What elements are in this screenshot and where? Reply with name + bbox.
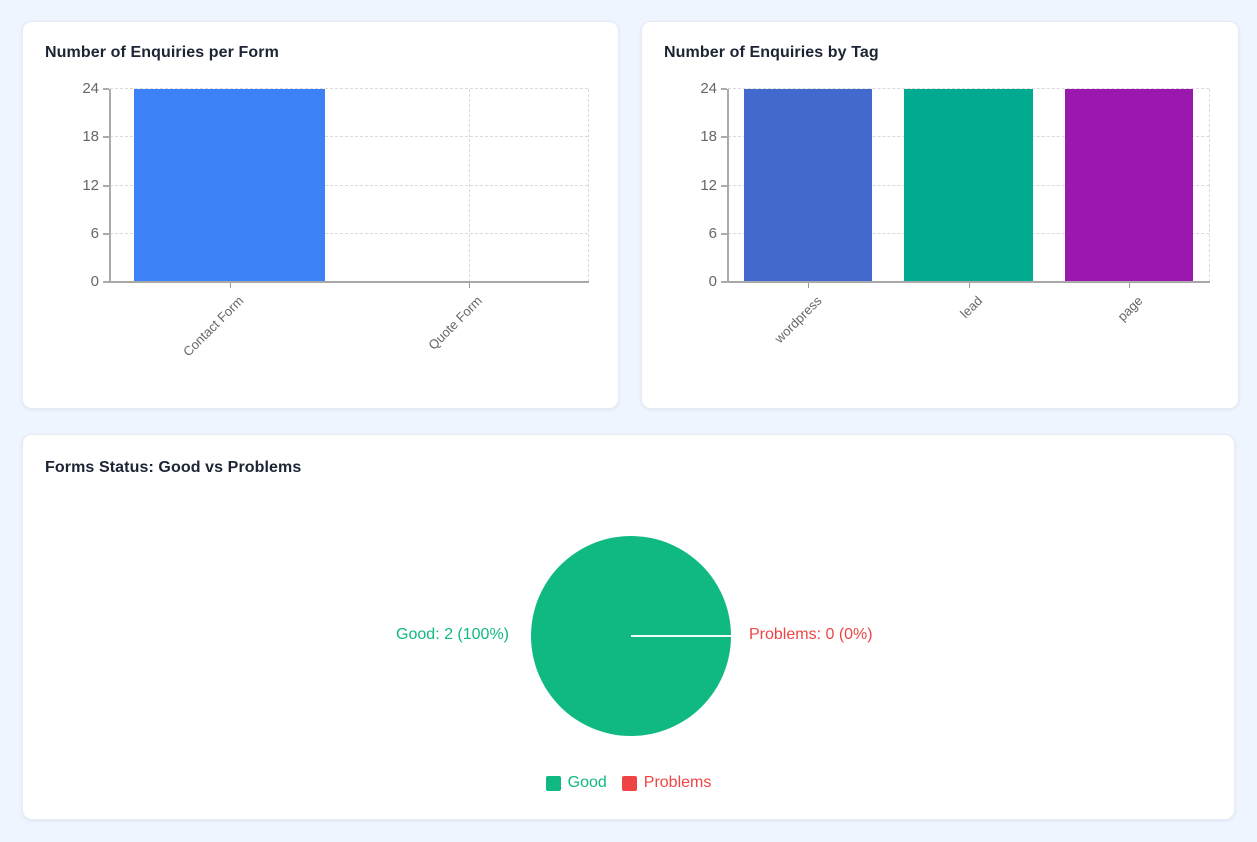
y-tick [721, 136, 727, 139]
h-gridline [110, 232, 588, 234]
card-enquiries-by-tag: Number of Enquiries by Tag 0 6 12 18 24 wordp… [641, 21, 1239, 409]
y-axis-line [109, 89, 111, 282]
card-forms-status: Forms Status: Good vs Problems Good: 2 (… [22, 434, 1235, 820]
x-tick-label: Contact Form [179, 293, 247, 360]
x-tick [968, 283, 970, 288]
y-tick [721, 184, 727, 187]
x-axis-line [109, 281, 589, 283]
x-axis-line [727, 281, 1210, 283]
y-axis-line [727, 89, 729, 282]
x-tick [808, 283, 810, 288]
y-tick-label: 12 [700, 176, 717, 194]
bar-lead[interactable] [904, 89, 1033, 282]
legend-item-problems[interactable]: Problems [621, 774, 712, 792]
x-tick [468, 283, 470, 288]
y-tick [721, 232, 727, 235]
pie-callout-problems: Problems: 0 (0%) [749, 626, 873, 643]
chart-title-enquiries-per-form: Number of Enquiries per Form [45, 44, 279, 61]
y-tick-label: 18 [82, 128, 99, 146]
bar-wordpress[interactable] [744, 89, 873, 282]
x-tick-label: page [1114, 293, 1146, 325]
card-enquiries-per-form: Number of Enquiries per Form 0 6 12 18 24 Con… [22, 21, 619, 409]
legend-label: Good [567, 774, 607, 791]
v-gridline [468, 89, 470, 282]
bar-chart-enquiries-by-tag: 0 6 12 18 24 wordpress lead page [642, 22, 1238, 408]
legend-swatch-problems [621, 775, 637, 791]
y-tick-label: 12 [82, 176, 99, 194]
x-tick [1128, 283, 1130, 288]
h-gridline [110, 184, 588, 186]
legend-item-good[interactable]: Good [545, 774, 607, 792]
h-gridline [110, 88, 588, 89]
legend-label: Problems [643, 774, 712, 791]
bar-chart-enquiries-per-form: 0 6 12 18 24 Contact Form Quote Form [23, 22, 618, 408]
legend-swatch-good [545, 775, 561, 791]
pie-chart-forms-status: Good: 2 (100%) Problems: 0 (0%) Good Prob… [23, 435, 1234, 819]
chart-title-forms-status: Forms Status: Good vs Problems [45, 459, 302, 476]
pie-slice-divider-line [631, 635, 731, 637]
chart-title-enquiries-by-tag: Number of Enquiries by Tag [664, 44, 879, 61]
x-tick-label: wordpress [771, 293, 825, 347]
y-tick [721, 281, 727, 283]
y-tick-label: 24 [82, 80, 99, 97]
pie-legend: Good Problems [23, 774, 1234, 792]
x-tick-label: Quote Form [425, 293, 486, 353]
h-gridline [728, 88, 1209, 89]
y-tick [103, 88, 109, 90]
v-gridline [1209, 89, 1210, 282]
y-tick [103, 232, 109, 235]
y-tick [721, 88, 727, 90]
y-tick-label: 0 [708, 273, 717, 290]
x-tick-label: lead [957, 293, 986, 321]
bar-contact-form[interactable] [133, 89, 326, 282]
v-gridline [588, 89, 589, 282]
bar-page[interactable] [1064, 89, 1193, 282]
y-tick [103, 281, 109, 283]
y-tick-label: 24 [700, 80, 717, 97]
y-tick-label: 0 [90, 273, 99, 290]
x-tick [229, 283, 231, 288]
y-tick [103, 184, 109, 187]
y-tick-label: 18 [700, 128, 717, 146]
y-tick-label: 6 [90, 224, 99, 242]
h-gridline [110, 136, 588, 138]
y-tick [103, 136, 109, 139]
pie-callout-good: Good: 2 (100%) [396, 626, 509, 643]
y-tick-label: 6 [708, 224, 717, 242]
